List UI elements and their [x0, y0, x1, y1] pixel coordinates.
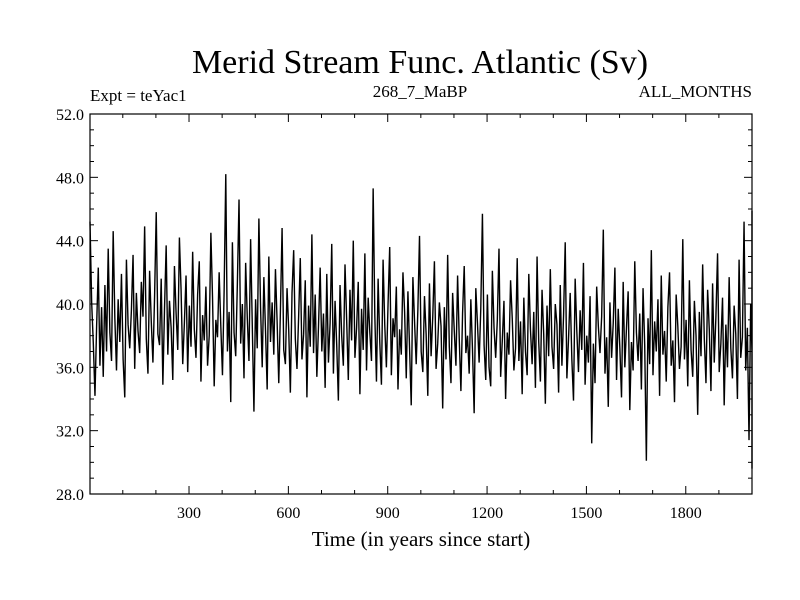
y-tick-label: 36.0 [56, 360, 84, 377]
series-line-1 [89, 174, 753, 469]
y-tick-label: 28.0 [56, 487, 84, 504]
x-tick-label: 600 [276, 505, 300, 522]
x-tick-label: 900 [376, 505, 400, 522]
y-tick-label: 44.0 [56, 234, 84, 251]
y-tick-label: 48.0 [56, 170, 84, 187]
x-tick-label: 1500 [570, 505, 602, 522]
y-tick-label: 52.0 [56, 107, 84, 124]
chart-title: Merid Stream Func. Atlantic (Sv) [192, 44, 648, 81]
run-label: 268_7_MaBP [373, 82, 467, 101]
x-tick-label: 1800 [670, 505, 702, 522]
plot-frame [89, 113, 753, 495]
series-layer [89, 174, 753, 469]
experiment-label: Expt = teYac1 [90, 86, 187, 105]
y-tick-label: 32.0 [56, 424, 84, 441]
x-tick-label: 300 [177, 505, 201, 522]
y-tick-label: 40.0 [56, 297, 84, 314]
period-label: ALL_MONTHS [639, 82, 752, 101]
x-tick-label: 1200 [471, 505, 503, 522]
x-axis-label: Time (in years since start) [312, 527, 531, 551]
